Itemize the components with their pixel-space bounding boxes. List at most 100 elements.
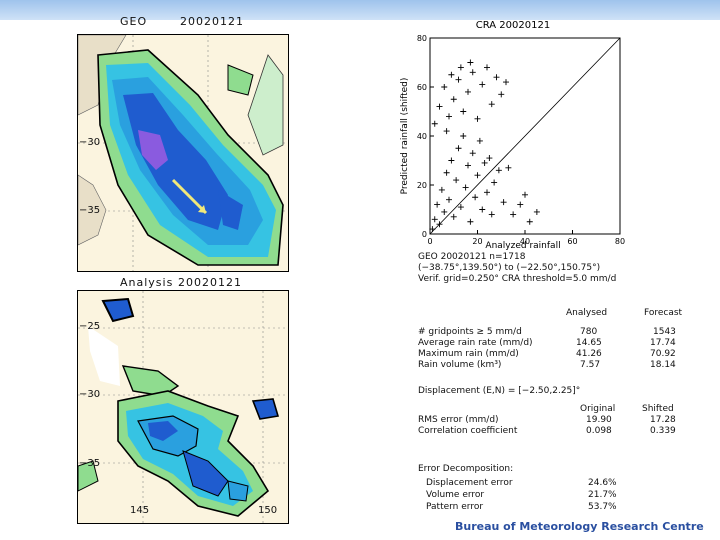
table-row: Rain volume (km³) 7.57 18.14 — [418, 360, 676, 370]
scatter-point — [455, 76, 462, 83]
column-header: Forecast — [644, 308, 683, 318]
scatter-point — [434, 201, 441, 208]
scatter-point — [488, 211, 495, 218]
scatter-point — [443, 169, 450, 176]
scatter-point — [467, 218, 474, 225]
scatter-point — [517, 201, 524, 208]
scatter-point — [474, 172, 481, 179]
scatter-point — [465, 88, 471, 95]
scatter-point — [486, 155, 493, 162]
bottom-panel-date: 20020121 — [178, 276, 242, 289]
scatter-point — [431, 120, 438, 127]
rain-statistics-table: Analysed Forecast # gridpoints ≥ 5 mm/d … — [418, 308, 718, 378]
scatter-point — [488, 101, 495, 108]
bottom-map-lon-label: 145 — [130, 505, 150, 516]
scatter-point — [533, 208, 540, 215]
scatter-point — [457, 204, 464, 211]
scatter-point — [474, 115, 481, 122]
scatter-point — [503, 79, 509, 86]
top-header-bar — [0, 0, 720, 20]
scatter-point — [448, 71, 455, 78]
table-row: Correlation coefficient 0.098 0.339 — [418, 426, 676, 436]
table-row: Volume error 21.7% — [426, 490, 617, 500]
scatter-point — [469, 150, 476, 157]
table-row: # gridpoints ≥ 5 mm/d 780 1543 — [418, 327, 676, 337]
x-tick-label: 80 — [615, 237, 625, 246]
y-tick-label: 40 — [417, 132, 427, 141]
scatter-point — [469, 69, 476, 76]
scatter-point — [526, 218, 533, 225]
info-line: Verif. grid=0.250° CRA threshold=5.0 mm/… — [418, 274, 617, 284]
displacement-line: Displacement (E,N) = [−2.50,2.25]° — [418, 386, 581, 396]
x-axis-label: Analyzed rainfall — [485, 241, 560, 250]
scatter-point — [450, 96, 457, 103]
table-row: RMS error (mm/d) 19.90 17.28 — [418, 415, 676, 425]
x-tick-label: 0 — [427, 237, 432, 246]
footer-organization: Bureau of Meteorology Research Centre — [455, 520, 704, 533]
scatter-point — [479, 206, 486, 213]
top-panel-date: 20020121 — [180, 15, 244, 28]
scatter-point — [457, 64, 464, 71]
scatter-point — [467, 59, 474, 66]
scatter-point — [481, 159, 488, 166]
y-axis-label: Predicted rainfall (shifted) — [400, 78, 410, 195]
scatter-point — [476, 137, 483, 144]
scatter-point — [453, 177, 460, 184]
x-tick-label: 20 — [472, 237, 482, 246]
scatter-point — [462, 184, 469, 191]
scatter-point — [472, 194, 479, 201]
scatter-point — [460, 133, 467, 139]
verification-header: GEO 20020121 n=1718 (−38.75°,139.50°) to… — [418, 252, 616, 285]
bottom-map-lon-label: 150 — [258, 505, 278, 516]
cra-scatter-chart: CRA 20020121 0 20 40 60 80 0 20 40 60 80 Analyzed… — [400, 20, 625, 250]
top-map-lat-label: −35 — [79, 205, 101, 216]
table-row: Displacement error 24.6% — [426, 478, 617, 488]
scatter-point — [455, 145, 462, 152]
error-decomposition: Error Decomposition: Displacement error … — [418, 464, 718, 514]
scatter-point — [429, 226, 436, 233]
column-header: Analysed — [566, 308, 608, 318]
scatter-point — [484, 64, 490, 71]
bottom-panel-label: Analysis — [120, 276, 174, 289]
decomposition-title: Error Decomposition: — [418, 464, 514, 474]
scatter-point — [484, 189, 490, 196]
scatter-point — [493, 74, 500, 81]
one-to-one-line — [429, 37, 621, 235]
scatter-point — [495, 167, 502, 174]
top-panel-label: GEO — [120, 15, 148, 28]
info-line: GEO 20020121 n=1718 — [418, 252, 526, 262]
scatter-point — [460, 108, 467, 115]
scatter-point — [448, 157, 455, 164]
table-row: Pattern error 53.7% — [426, 502, 617, 512]
y-tick-label: 0 — [422, 230, 427, 239]
y-tick-label: 60 — [417, 83, 427, 92]
scatter-point — [441, 208, 448, 215]
table-row: Maximum rain (mm/d) 41.26 70.92 — [418, 349, 676, 359]
scatter-point — [446, 113, 452, 120]
analysis-rain-field — [78, 291, 288, 523]
error-statistics-table: Original Shifted RMS error (mm/d) 19.90 … — [418, 404, 718, 444]
scatter-point — [431, 216, 438, 223]
x-tick-label: 60 — [567, 237, 577, 246]
info-line: (−38.75°,139.50°) to (−22.50°,150.75°) — [418, 263, 601, 273]
x-tick-label: 40 — [520, 237, 530, 246]
scatter-point — [498, 91, 505, 98]
bottom-map-lat-label: −25 — [79, 321, 101, 332]
scatter-point — [500, 199, 507, 206]
table-row: Average rain rate (mm/d) 14.65 17.74 — [418, 338, 676, 348]
scatter-point — [438, 186, 445, 193]
scatter-point — [491, 179, 498, 186]
scatter-point — [522, 191, 528, 198]
bottom-map-lat-label: −30 — [79, 389, 101, 400]
y-tick-label: 20 — [417, 181, 427, 190]
chart-title: CRA 20020121 — [476, 20, 550, 31]
bottom-map-lat-label: −35 — [79, 458, 101, 469]
scatter-point — [443, 128, 450, 135]
column-header: Original — [580, 404, 616, 414]
forecast-rain-map — [77, 34, 289, 272]
analysis-rain-map — [77, 290, 289, 524]
scatter-point — [450, 213, 457, 220]
y-tick-label: 80 — [417, 34, 427, 43]
scatter-point — [510, 211, 517, 218]
scatter-point — [465, 162, 471, 169]
